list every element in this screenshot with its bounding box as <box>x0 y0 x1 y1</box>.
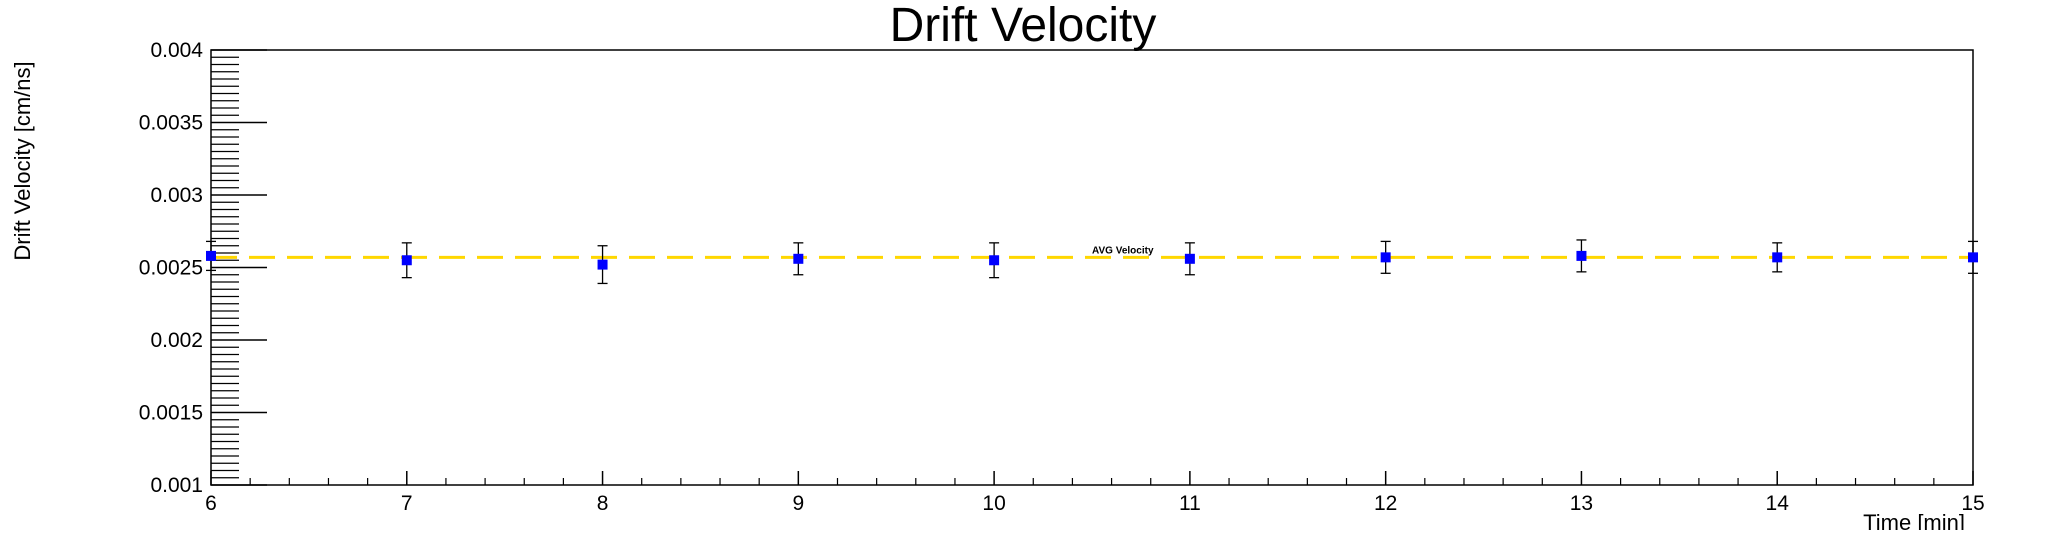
x-tick-label: 9 <box>792 492 804 515</box>
y-tick-label: 0.0015 <box>139 402 203 425</box>
x-axis-label: Time [min] <box>1863 510 1965 530</box>
data-point <box>1772 252 1783 263</box>
data-point <box>1184 253 1195 264</box>
x-tick-label: 6 <box>205 492 217 515</box>
y-tick-label: 0.001 <box>150 474 203 497</box>
plot-frame <box>210 49 1974 486</box>
x-tick-label: 8 <box>597 492 609 515</box>
data-point <box>206 250 216 261</box>
data-point <box>1380 252 1391 263</box>
data-point <box>989 255 1000 266</box>
data-point <box>597 259 608 270</box>
x-tick-label: 14 <box>1766 492 1790 515</box>
data-points <box>206 239 1978 285</box>
x-tick-label: 11 <box>1179 492 1201 515</box>
avg-velocity-label: AVG Velocity <box>1092 245 1154 256</box>
data-point <box>401 255 412 266</box>
y-axis-label: Drift Velocity [cm/ns] <box>10 61 35 260</box>
data-point <box>1968 252 1978 263</box>
y-tick-label: 0.002 <box>150 329 203 352</box>
x-tick-label: 7 <box>401 492 413 515</box>
data-point <box>793 253 804 264</box>
y-tick-label: 0.0035 <box>139 112 203 135</box>
data-point <box>1576 250 1587 261</box>
x-tick-label: 10 <box>982 492 1005 515</box>
chart-title: Drift Velocity <box>890 0 1157 52</box>
axes: 6 7 8 9 10 11 12 13 14 15 0.001 0.0015 0.002 0.0025 0.… <box>139 39 1985 515</box>
x-tick-label: 15 <box>1961 492 1984 515</box>
y-tick-label: 0.003 <box>150 184 203 207</box>
x-tick-label: 13 <box>1570 492 1593 515</box>
x-tick-label: 12 <box>1374 492 1397 515</box>
y-tick-label: 0.0025 <box>139 257 203 280</box>
y-tick-label: 0.004 <box>150 39 203 62</box>
avg-velocity-line-group: AVG Velocity <box>211 245 1973 259</box>
